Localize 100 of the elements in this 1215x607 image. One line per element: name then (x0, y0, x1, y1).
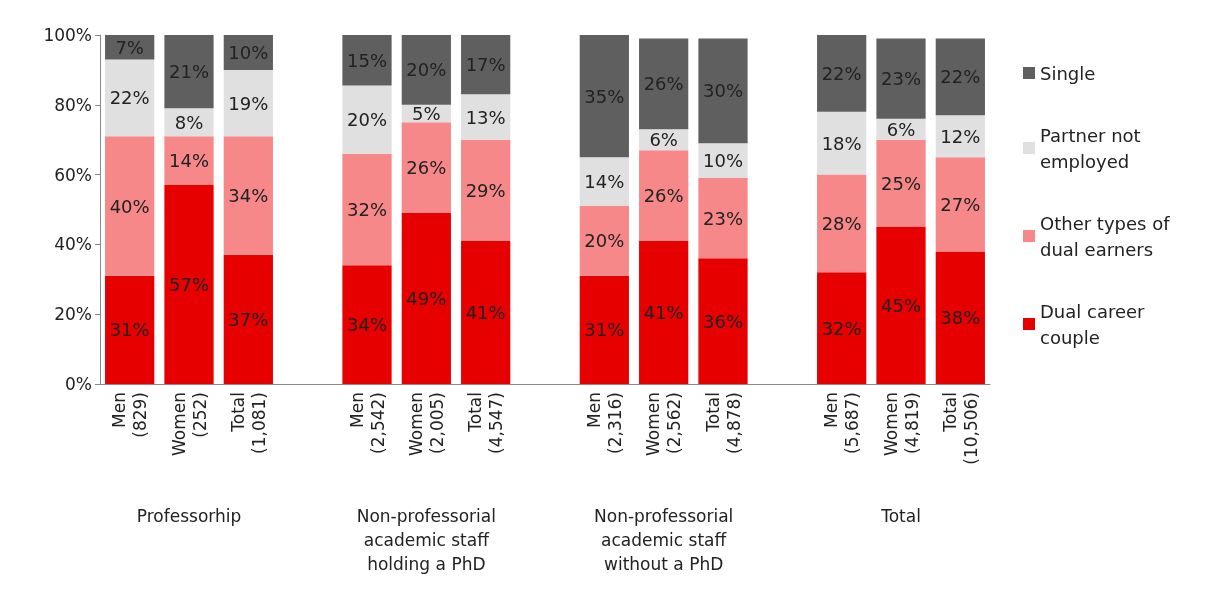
data-label: 23% (880, 68, 922, 90)
bar (105, 59, 155, 137)
legend-label: Single (1040, 62, 1096, 84)
bar (579, 35, 629, 158)
bar (342, 35, 392, 86)
bar (342, 153, 392, 266)
bar (401, 212, 451, 384)
data-label: 20% (346, 109, 388, 131)
data-label: 21% (168, 61, 210, 83)
bar (817, 174, 867, 273)
bar (223, 254, 273, 384)
data-label: 49% (406, 287, 447, 309)
data-label: 22% (940, 66, 981, 88)
data-label: 32% (346, 199, 388, 220)
bar (935, 157, 985, 252)
data-label: 40% (109, 195, 150, 217)
bar (105, 275, 155, 384)
bar (461, 139, 511, 241)
bar (817, 111, 867, 175)
data-label: 17% (465, 54, 506, 76)
data-label: 29% (465, 179, 506, 201)
data-label: 41% (643, 301, 684, 323)
bar (698, 38, 748, 144)
x-tick-label: Men (5,687) (821, 392, 863, 454)
x-tick-label: Total (1,081) (227, 392, 269, 454)
bar (935, 38, 985, 116)
bar (579, 206, 629, 276)
data-label: 5% (412, 103, 441, 125)
y-tick-label: 80% (54, 94, 92, 115)
data-label: 26% (643, 185, 684, 207)
data-label: 34% (228, 185, 269, 207)
data-label: 32% (821, 317, 862, 339)
data-label: 36% (702, 310, 744, 332)
data-label: 45% (880, 294, 922, 316)
data-label: 26% (406, 157, 447, 179)
data-label: 6% (649, 129, 678, 151)
bar (639, 150, 689, 241)
bar (876, 139, 926, 227)
x-tick-label: Total (4,547) (465, 392, 507, 454)
x-tick-label: Men (2,316) (583, 392, 625, 454)
data-label: 57% (168, 274, 210, 296)
bar (817, 272, 867, 384)
data-label: 22% (109, 87, 150, 109)
data-label: 20% (584, 230, 625, 252)
data-label: 6% (886, 118, 916, 140)
bar (401, 122, 451, 213)
x-tick-label: Total (4,878) (702, 392, 744, 454)
text: Non-professorial academic staff without a PhD (594, 506, 734, 574)
data-label: 15% (346, 49, 388, 71)
data-label: 26% (643, 73, 684, 95)
y-tick-label: 40% (54, 234, 92, 255)
text: Non-professorial academic staff holding a PhD (356, 506, 496, 574)
x-tick-label: Men (2,542) (346, 392, 388, 454)
bar (639, 38, 689, 130)
data-label: 31% (109, 319, 150, 341)
data-label: 28% (821, 212, 862, 234)
bar (223, 69, 273, 137)
data-label: 20% (406, 59, 447, 81)
x-tick-label: Women (2,005) (405, 392, 447, 457)
bar (342, 85, 392, 154)
bar (935, 251, 985, 384)
data-label: 34% (346, 314, 388, 336)
data-label: 12% (940, 125, 981, 147)
data-label: 38% (940, 307, 981, 329)
y-tick-label: 20% (54, 304, 92, 325)
data-label: 22% (821, 62, 862, 84)
data-label: 31% (584, 319, 625, 341)
bar (698, 178, 748, 259)
bar (639, 240, 689, 384)
bar (698, 258, 748, 384)
data-label: 10% (702, 150, 744, 172)
legend-label: Other types of dual earners (1040, 212, 1176, 260)
text: Total (880, 506, 921, 526)
x-tick-label: Women (252) (168, 392, 210, 457)
data-label: 35% (584, 85, 625, 107)
data-label: 25% (880, 172, 922, 194)
data-label: 37% (228, 308, 269, 330)
bar (579, 275, 629, 384)
data-label: 14% (584, 171, 625, 193)
data-label: 18% (821, 132, 862, 154)
data-label: 8% (174, 111, 204, 133)
bar (342, 265, 392, 384)
legend-label: Partner not employed (1040, 124, 1147, 172)
data-label: 14% (168, 150, 210, 172)
data-label: 30% (702, 80, 744, 102)
y-tick-label: 60% (54, 164, 92, 185)
bar (164, 185, 214, 384)
bar (401, 35, 451, 105)
data-label: 23% (702, 207, 744, 229)
data-label: 19% (228, 92, 269, 114)
data-label: 7% (115, 36, 144, 58)
y-tick-label: 100% (43, 25, 92, 45)
text: Professorhip (136, 506, 242, 526)
bar (461, 240, 511, 384)
bar (461, 94, 511, 140)
bar (223, 136, 273, 255)
legend-label: Dual career couple (1040, 300, 1151, 348)
data-label: 13% (465, 106, 506, 128)
bar (461, 35, 511, 95)
x-tick-label: Total (10,506) (939, 392, 981, 465)
